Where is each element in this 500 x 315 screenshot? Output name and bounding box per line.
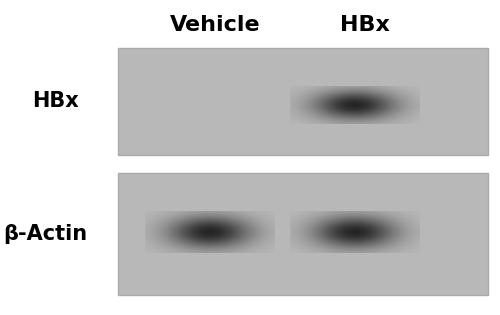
Text: HBx: HBx	[32, 91, 78, 111]
Text: β-Actin: β-Actin	[3, 224, 87, 244]
Bar	[118, 48, 488, 155]
Text: Vehicle: Vehicle	[170, 15, 260, 35]
Text: HBx: HBx	[340, 15, 390, 35]
Bar	[118, 173, 488, 295]
